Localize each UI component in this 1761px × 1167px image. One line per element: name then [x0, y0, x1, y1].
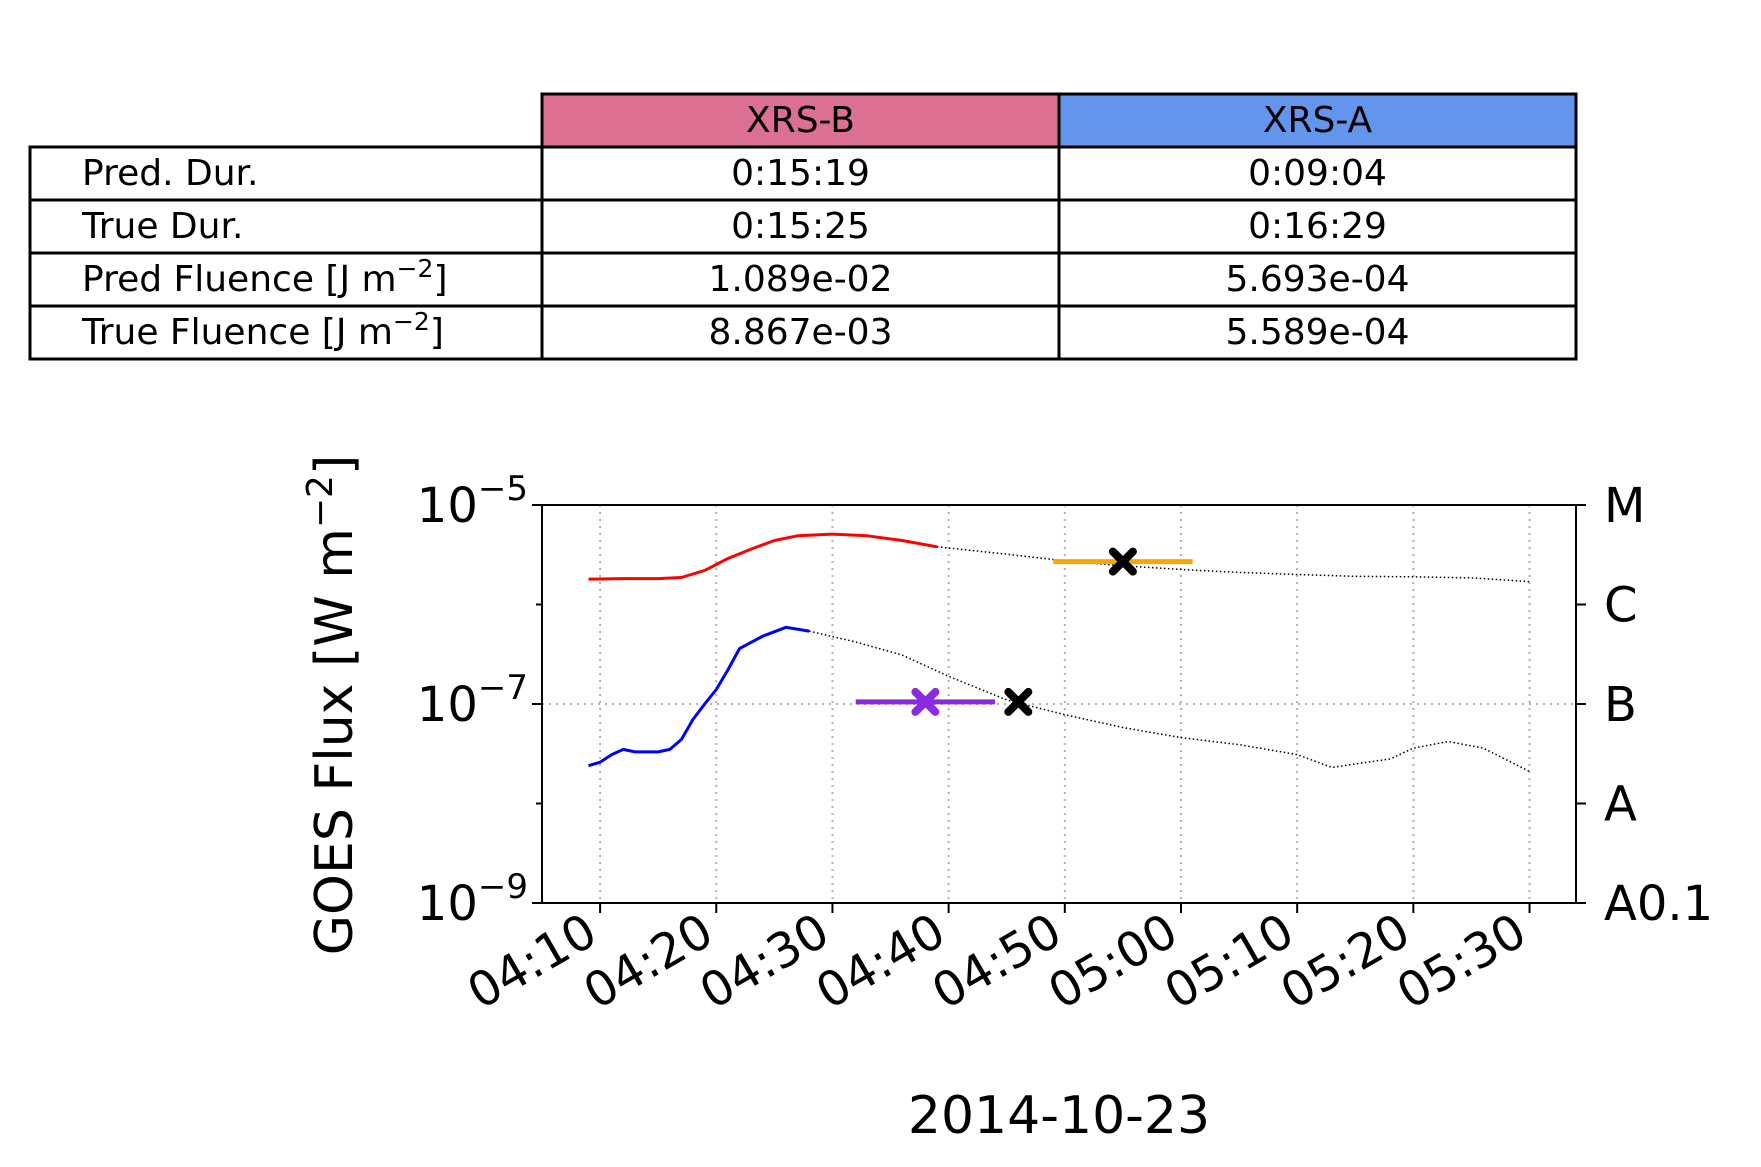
table-cell-value: 0:09:04 [1248, 153, 1387, 194]
x-tick-label: 05:10 [1155, 903, 1303, 1021]
marker-group [855, 547, 1193, 716]
x-tick-label: 05:00 [1039, 903, 1187, 1021]
table-header-label: XRS-B [746, 100, 855, 141]
marker-xrs-b-true [1108, 547, 1137, 576]
table-cell-value: 1.089e-02 [708, 259, 892, 300]
x-tick-label: 04:50 [923, 903, 1071, 1021]
x-tick-label: 04:10 [458, 903, 606, 1021]
table-cell-value: 0:15:25 [731, 206, 870, 247]
series-line-xrs-b-later-data [936, 546, 1530, 583]
x-tick-label: 04:30 [691, 903, 839, 1021]
table-row: Pred Fluence [J m−2] 1.089e-02 5.693e-04 [28, 251, 1578, 308]
table-cell-value: 8.867e-03 [708, 312, 892, 353]
table-row-label: True Dur. [81, 206, 243, 247]
y-tick-label: 10−7 [417, 668, 528, 733]
table-row-label: Pred. Dur. [82, 153, 258, 194]
grid [542, 504, 1576, 904]
table-cell-value: 5.589e-04 [1225, 312, 1409, 353]
y-axis-label: GOES Flux [W m−2] [300, 455, 365, 956]
table-cell-value: 0:15:19 [731, 153, 870, 194]
table-row: Pred. Dur. 0:15:19 0:09:04 [28, 145, 1578, 202]
class-tick-label: B [1604, 677, 1637, 733]
class-tick-label: C [1604, 578, 1638, 634]
marker-xrs-a-true [1004, 687, 1033, 716]
table-row: True Fluence [J m−2] 8.867e-03 5.589e-04 [28, 304, 1578, 361]
table-row-label: Pred Fluence [J m−2] [82, 254, 447, 300]
x-axis-date-label: 2014-10-23 [908, 1086, 1210, 1146]
table-row-label: True Fluence [J m−2] [81, 307, 444, 353]
table-header-xrs-a: XRS-A [1057, 92, 1578, 149]
class-tick-label: A0.1 [1604, 876, 1713, 932]
marker-x-symbol [1108, 547, 1137, 576]
table-header-xrs-b: XRS-B [540, 92, 1061, 149]
x-tick-label: 04:40 [807, 903, 955, 1021]
table-cell-value: 5.693e-04 [1225, 259, 1409, 300]
class-tick-label: M [1604, 478, 1645, 534]
y-tick-label: 10−5 [417, 469, 528, 534]
x-axis: 04:1004:2004:3004:4004:5005:0005:1005:20… [458, 903, 1535, 1021]
class-tick-label: A [1604, 777, 1637, 833]
series-group [588, 532, 1530, 773]
series-line-xrs-a-observed [588, 625, 810, 768]
y-axis: 10−9 10−7 10−5 [417, 469, 542, 932]
x-tick-label: 05:20 [1272, 903, 1420, 1021]
series-line-xrs-b-observed [588, 532, 938, 581]
x-tick-label: 04:20 [574, 903, 722, 1021]
marker-x-symbol [1004, 687, 1033, 716]
x-tick-label: 05:30 [1388, 903, 1536, 1021]
marker-xrs-a-predicted [855, 687, 996, 716]
flux-plot: 04:1004:2004:3004:4004:5005:0005:1005:20… [417, 469, 1713, 1021]
y-tick-label: 10−9 [417, 867, 528, 932]
table-row: True Dur. 0:15:25 0:16:29 [28, 198, 1578, 255]
marker-x-symbol [911, 687, 940, 716]
table-header-label: XRS-A [1263, 100, 1373, 141]
table-cell-value: 0:16:29 [1248, 206, 1387, 247]
